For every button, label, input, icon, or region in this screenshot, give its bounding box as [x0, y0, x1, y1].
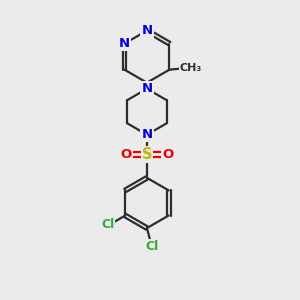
Text: CH₃: CH₃ — [180, 63, 202, 73]
Text: S: S — [142, 147, 152, 162]
Text: N: N — [141, 24, 152, 37]
Text: O: O — [162, 148, 173, 161]
Text: Cl: Cl — [101, 218, 114, 231]
Text: N: N — [141, 82, 152, 95]
Text: O: O — [121, 148, 132, 161]
Text: N: N — [141, 128, 152, 141]
Text: N: N — [119, 37, 130, 50]
Text: Cl: Cl — [146, 240, 159, 253]
